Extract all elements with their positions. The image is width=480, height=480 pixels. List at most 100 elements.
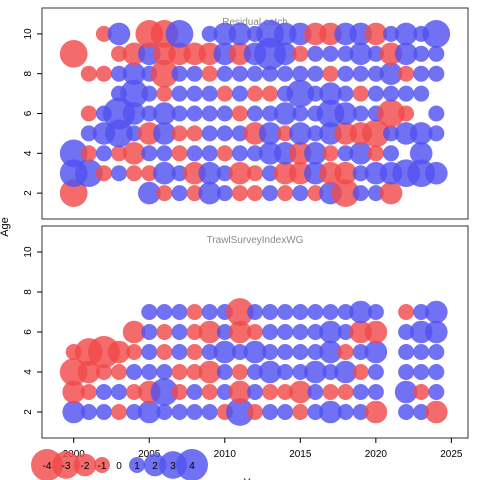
residual-bubble: [334, 360, 357, 384]
residual-bubble: [377, 99, 405, 128]
residual-bubble: [126, 384, 143, 400]
residual-bubble: [292, 185, 309, 202]
x-tick-label: 2025: [440, 449, 463, 460]
residual-bubble: [424, 300, 448, 324]
residual-bubble: [319, 400, 342, 424]
residual-bubble: [216, 145, 233, 162]
residual-bubble: [288, 380, 312, 404]
residual-bubble: [213, 340, 237, 364]
residual-bubble: [186, 105, 203, 122]
residual-bubble: [62, 380, 86, 404]
residual-bubble: [216, 85, 233, 102]
residual-bubble: [319, 82, 342, 105]
residual-bubble: [247, 105, 263, 122]
residual-bubble: [277, 304, 294, 320]
residual-bubble: [352, 85, 369, 102]
residual-bubble: [352, 165, 369, 182]
residual-bubble: [111, 364, 127, 380]
residual-bubble: [201, 145, 218, 162]
residual-bubble: [367, 304, 384, 320]
residual-bubble: [273, 102, 297, 125]
residual-bubble: [216, 324, 233, 340]
legend-label: 0: [116, 461, 122, 472]
residual-bubble: [364, 400, 388, 424]
residual-bubble: [156, 185, 173, 202]
residual-bubble: [258, 122, 282, 145]
residual-bubble: [126, 364, 143, 380]
residual-bubble: [59, 139, 88, 168]
y-tick-label: 2: [23, 190, 34, 196]
residual-bubble: [277, 125, 294, 142]
residual-bubble: [186, 384, 203, 400]
residual-bubble: [216, 65, 233, 82]
residual-bubble: [322, 145, 339, 162]
residual-bubble: [322, 45, 339, 62]
residual-bubble: [262, 85, 279, 102]
y-tick-label: 8: [23, 289, 34, 295]
residual-bubble: [337, 384, 354, 400]
residual-bubble: [226, 398, 254, 426]
legend-label: -3: [62, 461, 71, 472]
residual-bubble: [156, 324, 173, 340]
residual-bubble: [383, 145, 399, 162]
residual-bubble: [228, 22, 252, 46]
residual-bubble: [74, 159, 103, 188]
residual-bubble: [156, 404, 173, 420]
residual-bubble: [111, 65, 127, 82]
residual-bubble: [262, 344, 279, 360]
y-tick-label: 8: [23, 70, 34, 76]
residual-bubble: [288, 122, 312, 145]
legend-label: 3: [170, 461, 176, 472]
residual-bubble: [201, 85, 218, 102]
residual-bubble: [141, 364, 158, 380]
residual-bubble: [428, 344, 445, 360]
y-tick-label: 10: [23, 246, 34, 258]
residual-bubble: [247, 145, 263, 162]
residual-bubble: [367, 85, 384, 102]
residual-bubble: [307, 304, 324, 320]
residual-bubble: [362, 119, 390, 148]
residual-bubble: [111, 145, 127, 162]
residual-bubble: [231, 145, 248, 162]
residual-bubble: [413, 45, 430, 62]
x-axis-title: Y: [243, 477, 251, 480]
residual-bubble: [153, 161, 176, 185]
residual-bubble: [352, 404, 369, 420]
residual-bubble: [394, 42, 418, 66]
residual-bubble: [331, 179, 360, 207]
residual-bubble: [171, 145, 188, 162]
residual-bubble: [364, 340, 388, 364]
residual-bubble: [247, 165, 263, 182]
residual-bubble: [120, 79, 148, 108]
residual-bubble: [277, 364, 294, 380]
residual-bubble: [59, 39, 88, 68]
y-tick-label: 4: [23, 369, 34, 375]
residual-bubble: [322, 364, 339, 380]
residual-bubble: [126, 404, 143, 420]
residual-bubble: [80, 404, 97, 420]
residual-bubble: [186, 324, 203, 340]
residual-bubble: [201, 125, 218, 142]
residual-bubble: [292, 344, 309, 360]
residual-bubble: [228, 320, 252, 344]
residual-bubble: [126, 165, 143, 182]
residual-bubble: [292, 364, 309, 380]
residual-bubble: [367, 384, 384, 400]
residual-bubble: [262, 324, 279, 340]
residual-bubble: [352, 185, 369, 202]
residual-bubble: [231, 344, 248, 360]
residual-bubble: [277, 185, 294, 202]
residual-bubble: [398, 65, 415, 82]
residual-bubble: [201, 404, 218, 420]
residual-bubble: [80, 125, 97, 142]
residual-bubble: [349, 141, 373, 165]
residual-bubble: [398, 85, 415, 102]
residual-bubble: [337, 304, 354, 320]
residual-bubble: [137, 181, 161, 205]
residual-bubble: [171, 304, 188, 320]
residual-bubble: [307, 384, 324, 400]
residual-bubble: [352, 65, 369, 82]
residual-bubble: [171, 324, 188, 340]
residual-bubble: [80, 105, 97, 122]
residual-bubble: [413, 404, 430, 420]
